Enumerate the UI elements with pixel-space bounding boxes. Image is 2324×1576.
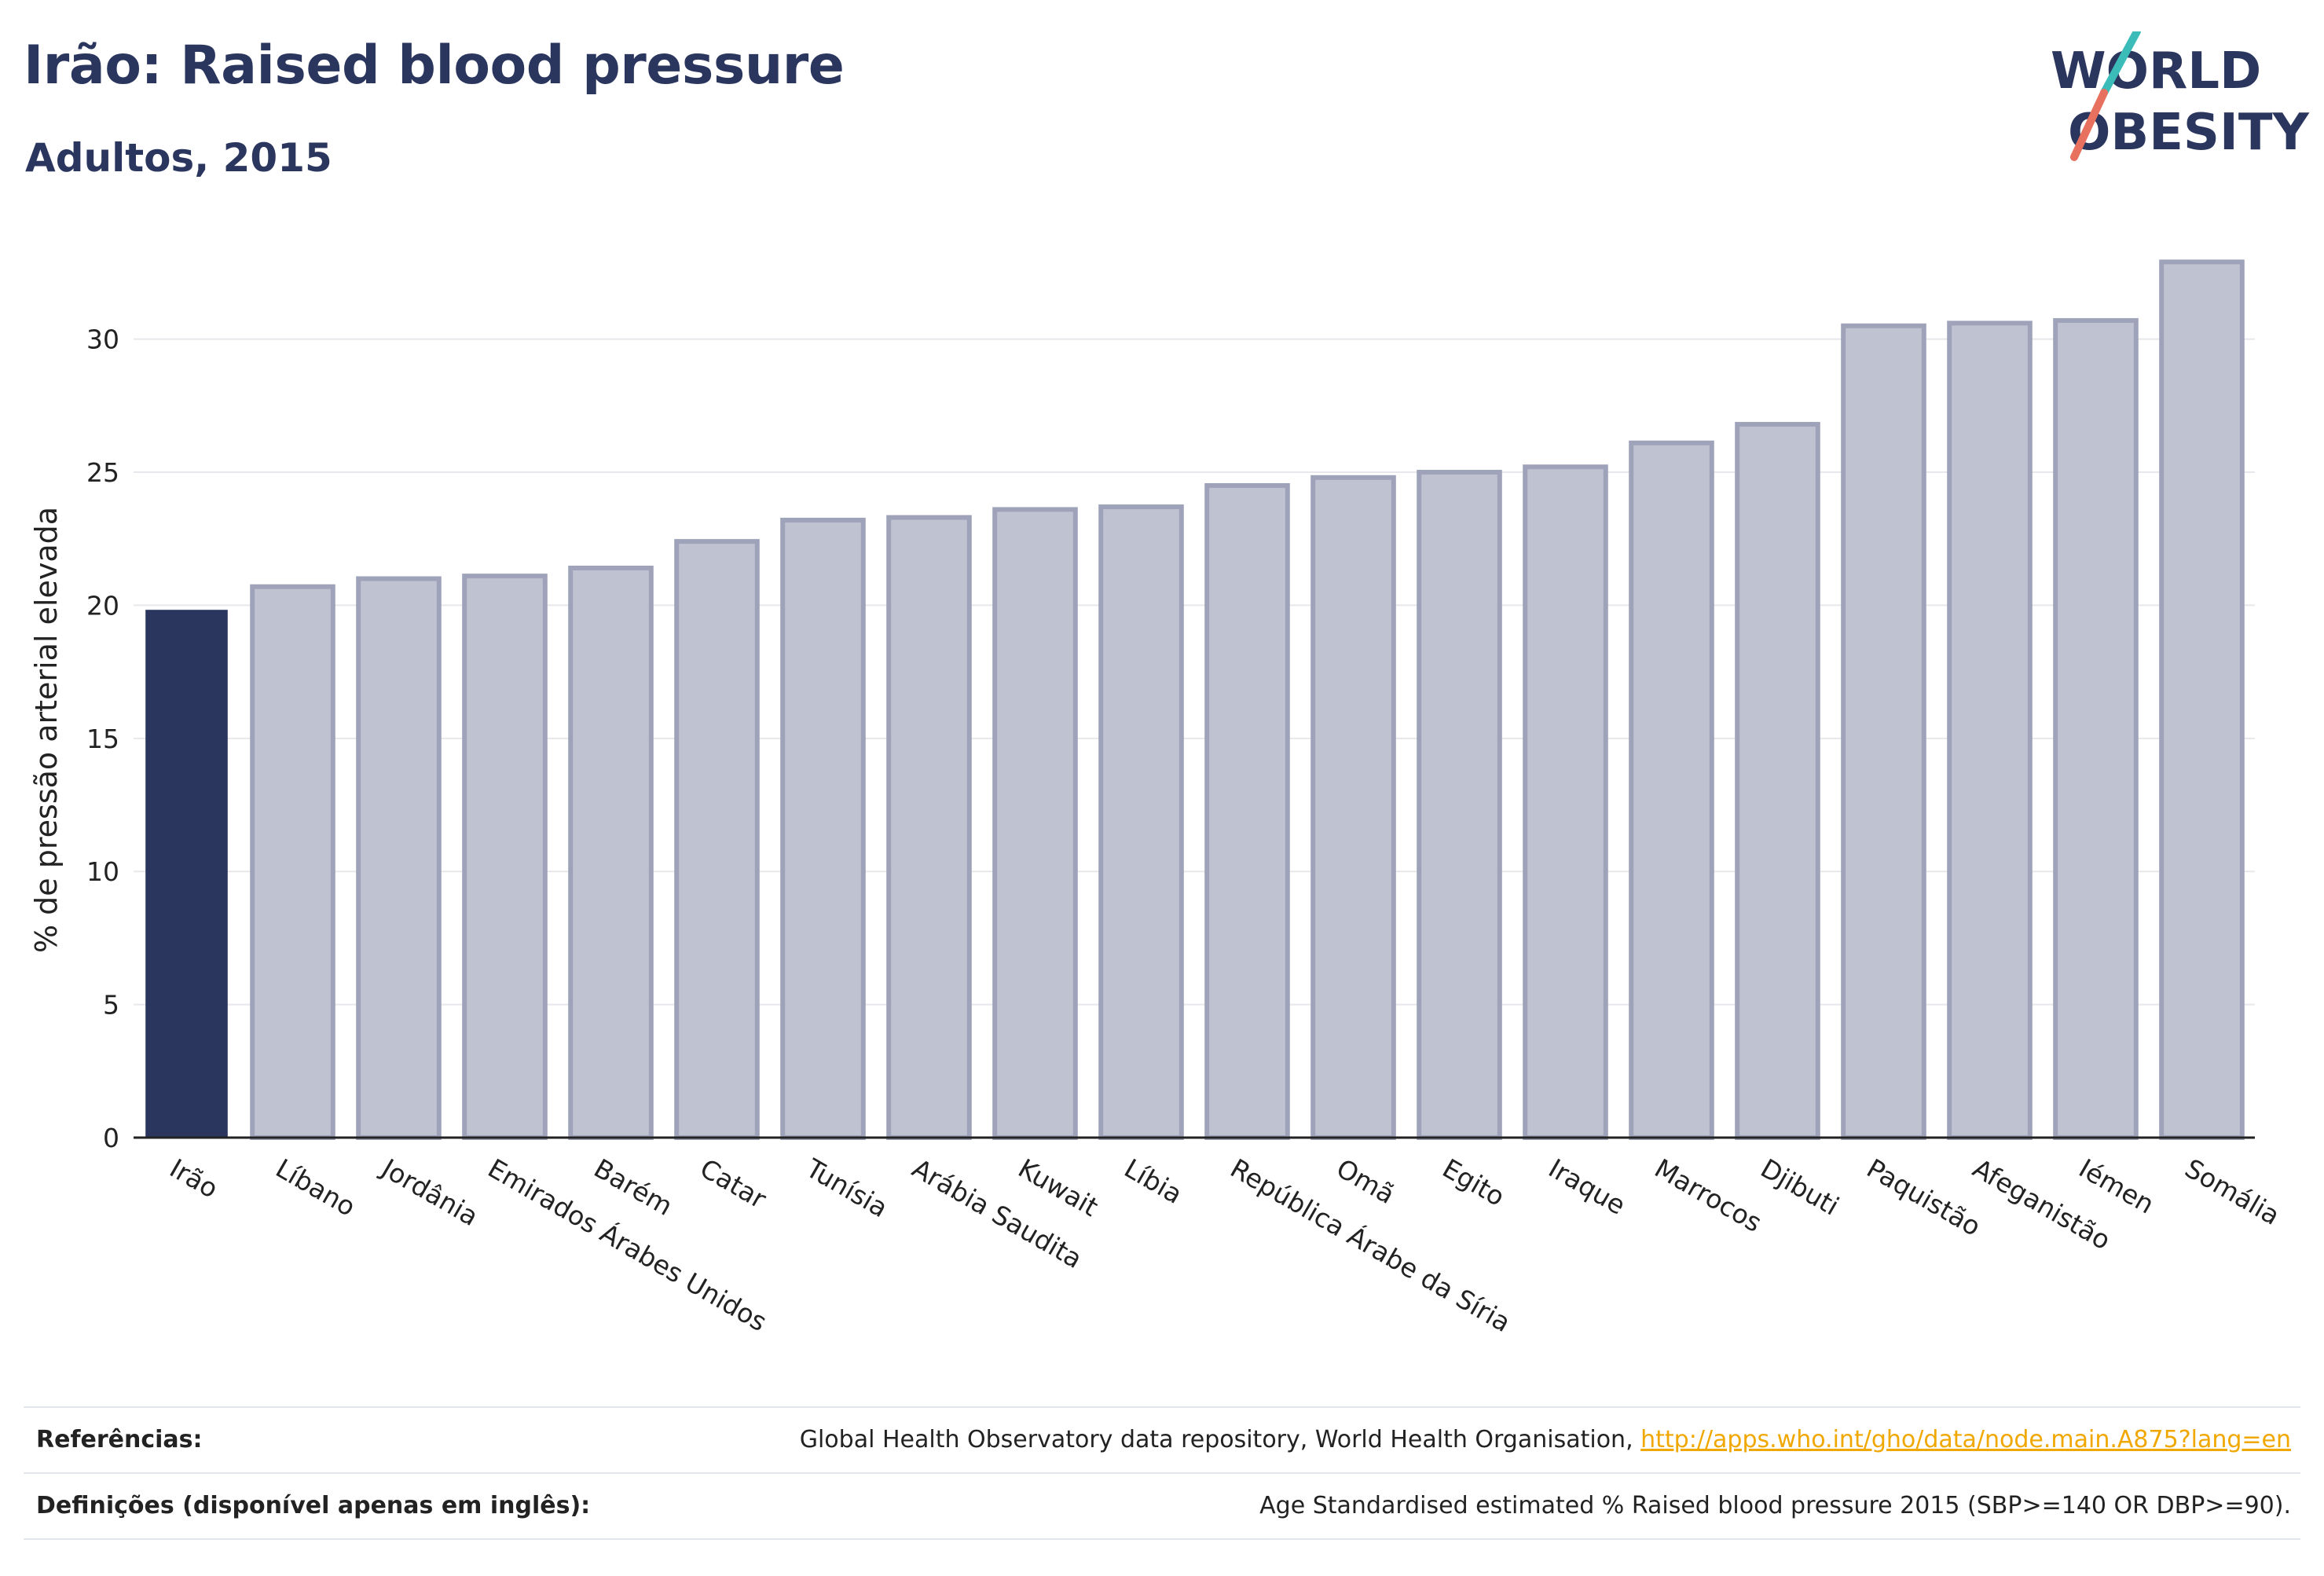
logo-slash-bottom: [2070, 89, 2108, 161]
grid-lines: [134, 338, 2255, 1006]
references-text: Global Health Observatory data repositor…: [799, 1425, 1641, 1453]
chart-title: Irão: Raised blood pressure: [24, 35, 845, 97]
y-axis-ticks: 0 5 10 15 20 25 30: [86, 324, 119, 1153]
x-tick-label: Somália: [2180, 1153, 2286, 1231]
x-axis-ticks: Irão Líbano Jordânia Emirados Árabes Unidos…: [165, 1152, 2286, 1338]
x-tick-label: Marrocos: [1650, 1153, 1768, 1238]
y-axis-title: % de pressão arterial elevada: [29, 507, 64, 953]
bar-iémen[interactable]: [2053, 317, 2139, 1140]
x-tick-label: Iraque: [1544, 1153, 1631, 1221]
y-tick-label: 20: [86, 590, 119, 621]
footer-divider-bottom: [24, 1538, 2300, 1540]
y-tick-label: 25: [86, 457, 119, 488]
footer-references-row: Referências: Global Health Observatory d…: [24, 1408, 2300, 1471]
bar-somália[interactable]: [2159, 259, 2245, 1140]
definitions-label: Definições (disponível apenas em inglês)…: [36, 1491, 591, 1519]
x-tick-label: Omã: [1332, 1153, 1400, 1210]
x-tick-label: Tunísia: [801, 1153, 893, 1224]
x-tick-label: Barém: [589, 1153, 678, 1222]
y-tick-label: 15: [86, 724, 119, 754]
bar-kuwait[interactable]: [992, 507, 1078, 1140]
bar-arábia-saudita[interactable]: [886, 515, 972, 1140]
x-tick-label: Líbia: [1120, 1153, 1188, 1210]
logo-line-2: OBESITY: [2068, 104, 2309, 162]
logo-slash-top: [2100, 31, 2141, 97]
bar-irão[interactable]: [145, 610, 228, 1138]
x-tick-label: Iémen: [2074, 1153, 2160, 1219]
bar-paquistão[interactable]: [1841, 323, 1926, 1140]
bar-tunísia[interactable]: [780, 518, 866, 1140]
bar-barém[interactable]: [568, 565, 654, 1140]
bar-egito[interactable]: [1417, 470, 1502, 1140]
x-tick-label: Jordânia: [376, 1152, 484, 1232]
bar-catar[interactable]: [674, 539, 760, 1140]
world-obesity-logo: WORLD OBESITY: [2051, 31, 2309, 162]
logo-line-1: WORLD: [2051, 42, 2261, 101]
bar-emirados-árabes-unidos[interactable]: [462, 574, 548, 1140]
y-tick-label: 0: [103, 1123, 119, 1153]
bar-iraque[interactable]: [1523, 464, 1608, 1140]
footer-divider-middle: [24, 1472, 2300, 1474]
footer: Referências: Global Health Observatory d…: [24, 1406, 2300, 1540]
bar-djibuti[interactable]: [1735, 422, 1820, 1140]
references-label: Referências:: [36, 1425, 203, 1453]
x-tick-label: Líbano: [271, 1153, 361, 1222]
bar-marrocos[interactable]: [1629, 440, 1714, 1140]
chart-subtitle: Adultos, 2015: [25, 135, 332, 181]
x-tick-label: Egito: [1438, 1153, 1510, 1212]
bar-afeganistão[interactable]: [1947, 321, 2033, 1140]
bar-república-árabe-da-síria[interactable]: [1204, 482, 1290, 1140]
y-tick-label: 30: [86, 324, 119, 355]
x-tick-label: Paquistão: [1862, 1153, 1986, 1242]
definitions-value: Age Standardised estimated % Raised bloo…: [1259, 1491, 2291, 1519]
references-value: Global Health Observatory data repositor…: [800, 1426, 2300, 1453]
x-tick-label: Catar: [695, 1153, 772, 1215]
y-tick-label: 5: [103, 990, 119, 1021]
references-link[interactable]: http://apps.who.int/gho/data/node.main.A…: [1640, 1425, 2291, 1453]
bar-líbia[interactable]: [1098, 504, 1184, 1140]
bar-líbano[interactable]: [250, 584, 335, 1140]
bars: [145, 259, 2245, 1140]
bar-jordânia[interactable]: [356, 576, 442, 1140]
x-tick-label: Djibuti: [1756, 1153, 1845, 1222]
x-tick-label: Irão: [165, 1153, 224, 1204]
footer-divider-top: [24, 1406, 2300, 1408]
footer-definitions-row: Definições (disponível apenas em inglês)…: [24, 1474, 2300, 1537]
bar-omã[interactable]: [1310, 475, 1396, 1140]
y-tick-label: 10: [86, 856, 119, 887]
